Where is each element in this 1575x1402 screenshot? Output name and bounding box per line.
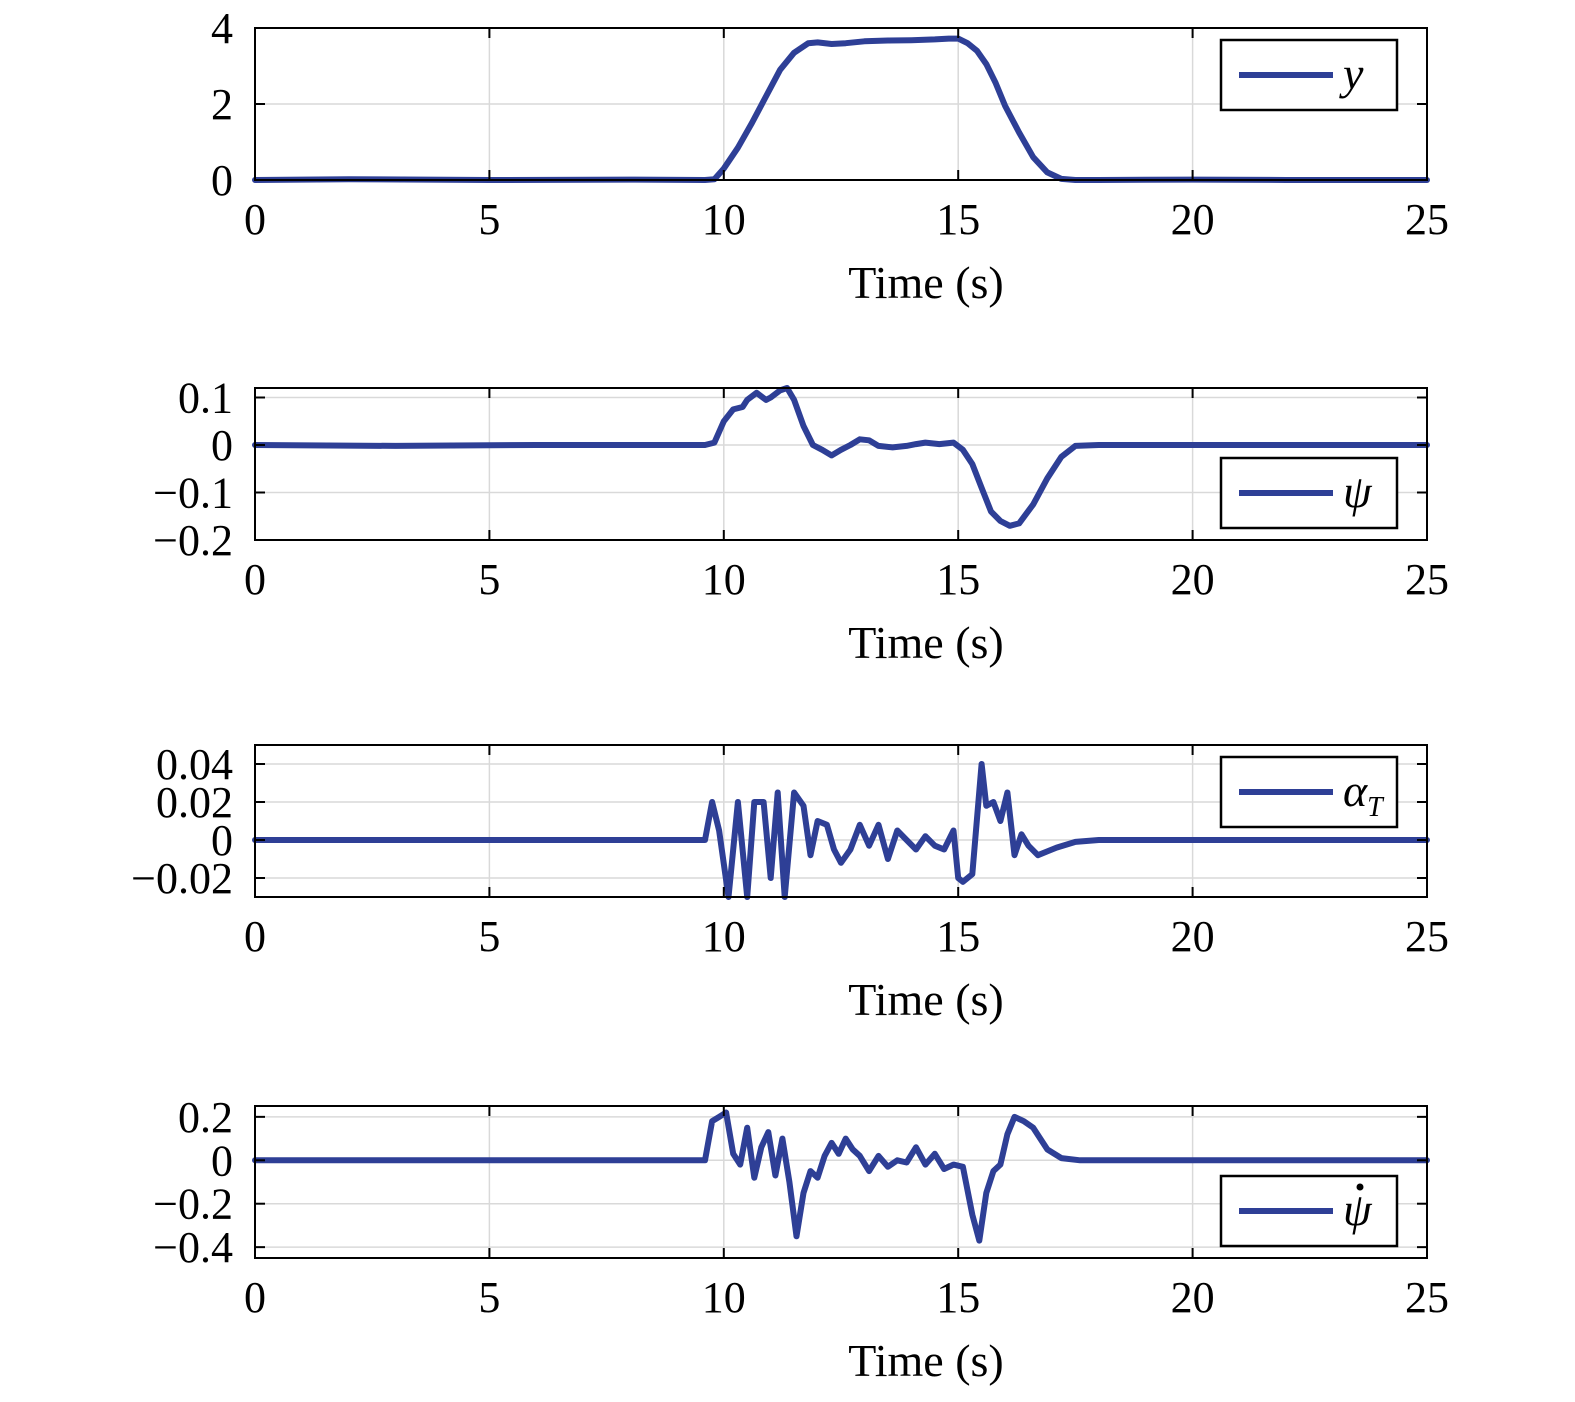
x-tick-label: 0: [244, 912, 266, 961]
x-tick-label: 10: [702, 555, 746, 604]
x-tick-label: 0: [244, 555, 266, 604]
y-tick-label: 4: [211, 4, 233, 53]
x-axis-label: Time (s): [848, 257, 1004, 308]
x-tick-label: 0: [244, 1273, 266, 1322]
axes-box: [254, 1105, 1428, 1259]
legend: αT: [1219, 755, 1399, 829]
legend-label: ψ: [1343, 466, 1373, 517]
x-tick-label: 20: [1171, 555, 1215, 604]
y-tick-label: −0.4: [153, 1223, 233, 1272]
y-tick-label: −0.02: [131, 854, 233, 903]
x-tick-label: 20: [1171, 195, 1215, 244]
legend-dot-accent: [1356, 1183, 1364, 1191]
legend-label: αT: [1343, 765, 1385, 823]
y-tick-label: 0.02: [156, 778, 233, 827]
series-line: [252, 385, 1430, 529]
y-tick-label: −0.1: [153, 469, 233, 518]
x-axis-label: Time (s): [848, 617, 1004, 668]
y-tick-label: 0: [211, 156, 233, 205]
y-tick-label: 0.1: [178, 374, 233, 423]
x-tick-label: 10: [702, 195, 746, 244]
x-tick-label: 15: [936, 195, 980, 244]
y-tick-label: −0.2: [153, 1180, 233, 1229]
x-tick-label: 15: [936, 912, 980, 961]
x-tick-label: 25: [1405, 912, 1449, 961]
x-axis-label: Time (s): [848, 974, 1004, 1025]
x-tick-label: 5: [478, 555, 500, 604]
x-tick-label: 15: [936, 555, 980, 604]
x-tick-label: 10: [702, 1273, 746, 1322]
y-tick-label: 0.2: [178, 1093, 233, 1142]
legend: y: [1219, 38, 1399, 112]
series-line: [252, 761, 1430, 900]
x-tick-label: 25: [1405, 195, 1449, 244]
series-line: [252, 1109, 1430, 1244]
x-tick-label: 20: [1171, 912, 1215, 961]
x-tick-label: 5: [478, 195, 500, 244]
x-tick-label: 5: [478, 1273, 500, 1322]
x-tick-label: 25: [1405, 1273, 1449, 1322]
y-tick-label: −0.2: [153, 516, 233, 565]
chart-panel-1: 0 5 10 15 20 25 0 2 4 Time (s) y: [211, 4, 1449, 308]
x-tick-label: 5: [478, 912, 500, 961]
series-line: [252, 35, 1430, 183]
legend-label: y: [1339, 48, 1364, 99]
legend-label: ψ: [1343, 1184, 1373, 1235]
x-tick-label: 25: [1405, 555, 1449, 604]
x-tick-label: 20: [1171, 1273, 1215, 1322]
y-tick-label: 0: [211, 421, 233, 470]
y-tick-label: 0: [211, 1136, 233, 1185]
axes-box: [254, 387, 1428, 541]
x-tick-label: 10: [702, 912, 746, 961]
y-tick-label: 0.04: [156, 740, 233, 789]
x-tick-label: 0: [244, 195, 266, 244]
x-tick-label: 15: [936, 1273, 980, 1322]
y-tick-label: 0: [211, 816, 233, 865]
x-axis-label: Time (s): [848, 1335, 1004, 1386]
legend: ψ: [1219, 1174, 1399, 1248]
y-tick-label: 2: [211, 80, 233, 129]
axes-box: [254, 744, 1428, 898]
legend: ψ: [1219, 456, 1399, 530]
